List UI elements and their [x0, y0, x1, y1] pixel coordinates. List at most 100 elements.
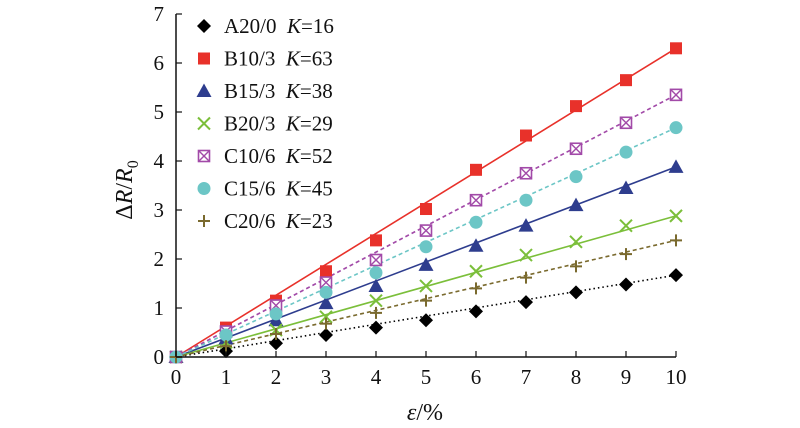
data-point-s2-10: [668, 159, 684, 173]
data-point-s3-3: [319, 310, 333, 324]
y-tick-label: 1: [154, 296, 165, 320]
data-point-s5-4: [369, 266, 383, 280]
y-tick-label: 0: [154, 345, 165, 369]
x-axis-title: ε/%: [407, 400, 443, 426]
data-point-s0-5: [419, 313, 433, 328]
tick-labels: 0 1 2 3 4 5 6 7 8 9 10 0 1 2 3 4 5 6 7: [154, 2, 687, 389]
y-tick-label: 5: [154, 100, 165, 124]
data-point-s5-1: [219, 328, 233, 342]
y-tick-label: 7: [154, 2, 165, 26]
y-tick-label: 4: [154, 149, 165, 173]
data-point-s6-9: [620, 248, 632, 261]
x-tick-label: 2: [271, 365, 282, 389]
data-point-s6-6: [470, 282, 482, 295]
data-point-s5-9: [619, 145, 633, 159]
x-tick-label: 7: [521, 365, 532, 389]
legend-label-2: B15/3 K=38: [224, 79, 333, 103]
x-tick-label: 6: [471, 365, 482, 389]
data-point-s5-6: [469, 215, 483, 229]
x-tick-label: 10: [666, 365, 687, 389]
data-point-s2-7: [518, 218, 534, 232]
y-tick-label: 6: [154, 51, 165, 75]
data-point-s4-8: [569, 142, 583, 156]
data-point-s0-2: [269, 336, 283, 351]
data-point-s3-10: [669, 209, 683, 223]
axes: [175, 13, 677, 358]
data-point-s4-6: [469, 193, 483, 207]
data-point-s3-9: [619, 218, 633, 233]
legend-label-5: C15/6 K=45: [224, 177, 333, 201]
data-point-s4-9: [619, 116, 633, 130]
data-point-s1-9: [620, 74, 632, 87]
data-point-s2-9: [618, 180, 634, 194]
legend-marker-2: [196, 83, 212, 97]
series-line-6: [175, 239, 677, 358]
legend-marker-5: [197, 182, 211, 195]
data-point-s4-5: [419, 224, 433, 237]
data-point-s0-6: [469, 304, 483, 319]
legend: A20/0 K=16 B10/3 K=63 B15/3 K=38 B20/3 K=29…: [196, 14, 334, 233]
legend-label-6: C20/6 K=23: [224, 209, 333, 233]
data-point-s1-3: [320, 265, 332, 278]
data-point-s1-8: [570, 100, 582, 113]
x-tick-label: 8: [571, 365, 582, 389]
data-point-s3-5: [419, 279, 433, 293]
data-point-s2-3: [318, 295, 334, 310]
legend-label-1: B10/3 K=63: [224, 47, 333, 71]
data-point-s0-4: [369, 320, 383, 335]
data-point-s4-7: [519, 166, 533, 180]
data-point-s3-8: [569, 235, 583, 249]
x-tick-label: 0: [171, 365, 182, 389]
data-point-s1-6: [470, 163, 482, 176]
data-point-s0-7: [519, 295, 533, 310]
data-point-s6-3: [320, 317, 332, 330]
x-tick-label: 3: [321, 365, 332, 389]
data-point-s5-7: [519, 193, 533, 207]
data-point-s4-10: [669, 88, 683, 102]
x-tick-label: 9: [621, 365, 632, 389]
data-point-s1-10: [670, 42, 682, 55]
data-point-s3-6: [469, 264, 483, 278]
data-point-s5-8: [569, 170, 583, 184]
y-tick-label: 2: [154, 247, 165, 271]
data-point-s2-4: [368, 278, 384, 292]
data-point-s6-4: [370, 306, 382, 319]
legend-label-3: B20/3 K=29: [224, 112, 333, 136]
legend-marker-1: [198, 52, 210, 65]
legend-marker-6: [198, 215, 210, 227]
data-point-s6-2: [270, 327, 282, 340]
data-point-s5-10: [669, 121, 683, 135]
data-point-s1-5: [420, 203, 432, 216]
data-point-s6-8: [570, 260, 582, 273]
x-tick-label: 4: [371, 365, 382, 389]
data-markers: [168, 42, 684, 364]
series-line-1: [175, 47, 677, 358]
x-tick-label: 1: [221, 365, 232, 389]
data-point-s0-9: [619, 277, 633, 292]
x-tick-label: 5: [421, 365, 432, 389]
data-point-s6-7: [520, 271, 532, 284]
data-point-s5-3: [319, 285, 333, 299]
legend-label-4: C10/6 K=52: [224, 144, 333, 168]
data-point-s0-10: [669, 268, 683, 283]
legend-marker-3: [197, 116, 211, 131]
data-point-s1-4: [370, 234, 382, 247]
data-point-s5-5: [419, 240, 433, 254]
legend-marker-0: [197, 19, 211, 33]
data-point-s0-3: [319, 327, 333, 342]
data-point-s3-7: [519, 248, 533, 262]
data-point-s1-7: [520, 129, 532, 142]
data-point-s3-4: [369, 293, 383, 308]
data-point-s6-1: [220, 340, 232, 353]
data-point-s4-4: [369, 253, 383, 267]
data-point-s2-8: [568, 197, 584, 212]
data-point-s5-2: [269, 307, 283, 321]
data-point-s2-5: [418, 257, 434, 271]
legend-label-0: A20/0 K=16: [224, 14, 334, 38]
legend-marker-4: [197, 149, 211, 163]
data-point-s6-10: [670, 234, 682, 247]
y-axis-title: ΔR/R0: [112, 160, 142, 219]
data-point-s6-5: [420, 294, 432, 307]
y-tick-label: 3: [154, 198, 165, 222]
